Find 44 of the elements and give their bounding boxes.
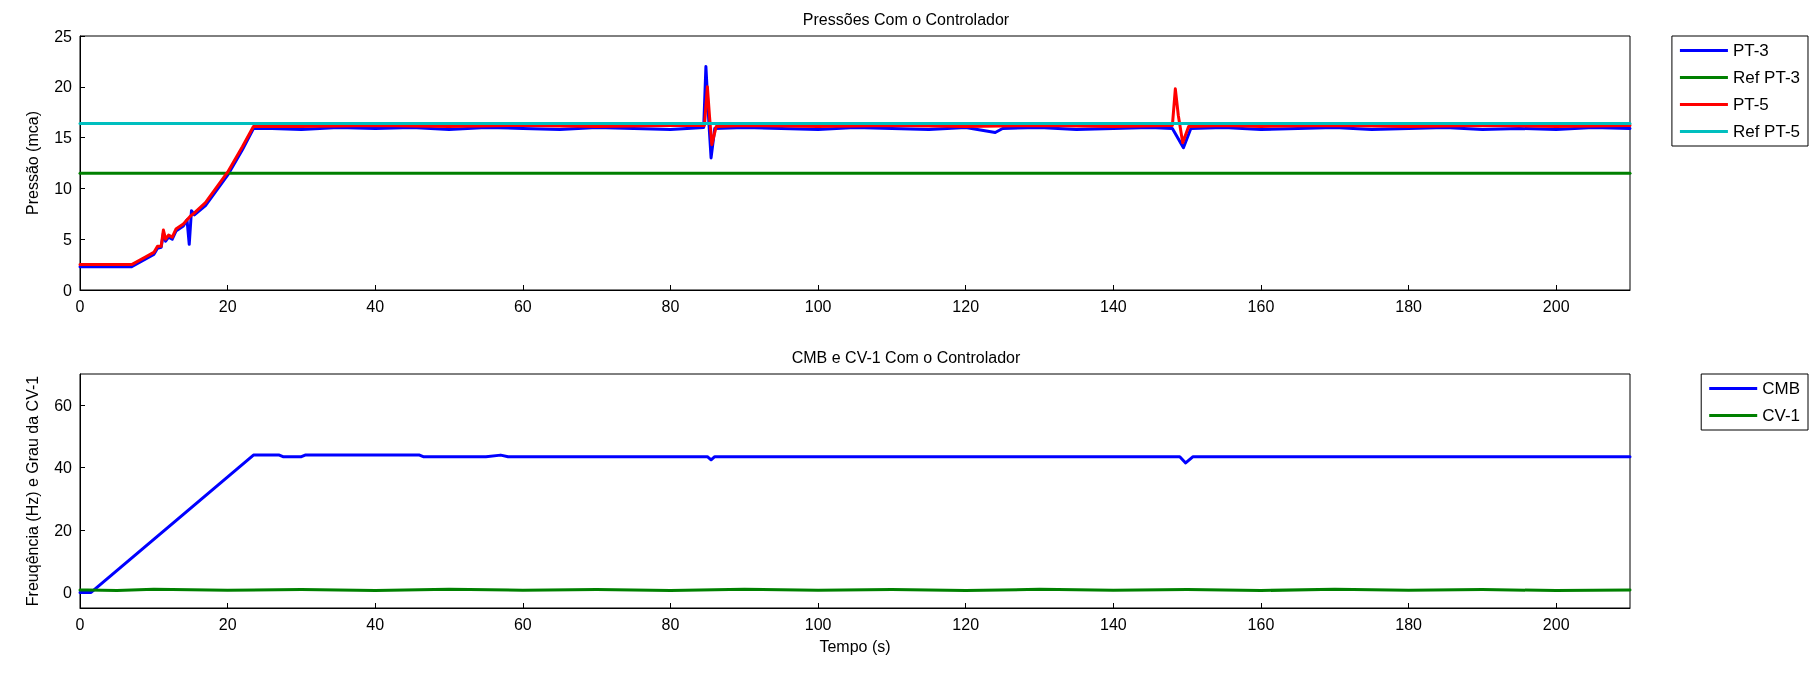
y-tick-label: 15: [54, 129, 73, 147]
y-tick-label: 10: [54, 179, 73, 197]
x-tick-label: 60: [513, 297, 532, 315]
x-tick-label: 120: [952, 615, 980, 633]
line-series: [78, 453, 1632, 594]
x-tick-label: 180: [1395, 615, 1423, 633]
x-tick-label: 40: [366, 297, 385, 315]
x-tick-label: 0: [75, 615, 85, 633]
x-tick-label: 160: [1247, 615, 1275, 633]
chart-title: CMB e CV-1 Com o Controlador: [791, 348, 1021, 366]
x-tick-label: 40: [366, 615, 385, 633]
x-tick-label: 0: [75, 297, 85, 315]
legend-label: CV-1: [1762, 406, 1800, 425]
y-axis-title: Pressão (mca): [23, 110, 41, 216]
x-tick-label: 160: [1247, 297, 1275, 315]
legend-label: PT-3: [1732, 41, 1769, 60]
x-tick-label: 200: [1542, 615, 1570, 633]
x-tick-label: 80: [661, 297, 680, 315]
x-tick-label: 140: [1099, 297, 1127, 315]
y-tick-label: 0: [63, 281, 73, 299]
legend-label: PT-5: [1732, 95, 1769, 114]
chart-title: Pressões Com o Controlador: [802, 10, 1010, 28]
x-tick-label: 60: [513, 615, 532, 633]
y-tick-label: 40: [54, 459, 73, 477]
x-tick-label: 120: [952, 297, 980, 315]
y-tick-label: 5: [63, 230, 73, 248]
y-axis-title: Freuqência (Hz) e Grau da CV-1: [23, 375, 41, 607]
x-tick-label: 200: [1542, 297, 1570, 315]
legend-label: Ref PT-5: [1732, 122, 1801, 141]
y-tick-label: 0: [63, 583, 73, 601]
legend-label: CMB: [1762, 379, 1800, 398]
x-tick-label: 20: [218, 615, 237, 633]
x-tick-label: 20: [218, 297, 237, 315]
x-tick-label: 100: [804, 297, 832, 315]
legend-label: Ref PT-3: [1732, 68, 1801, 87]
x-tick-label: 180: [1395, 297, 1423, 315]
y-tick-label: 60: [54, 396, 73, 414]
x-tick-label: 140: [1099, 615, 1127, 633]
x-axis-title: Tempo (s): [819, 637, 891, 655]
x-tick-label: 100: [804, 615, 832, 633]
y-tick-label: 20: [54, 78, 73, 96]
x-tick-label: 80: [661, 615, 680, 633]
y-tick-label: 25: [54, 27, 73, 45]
y-tick-label: 20: [54, 521, 73, 539]
